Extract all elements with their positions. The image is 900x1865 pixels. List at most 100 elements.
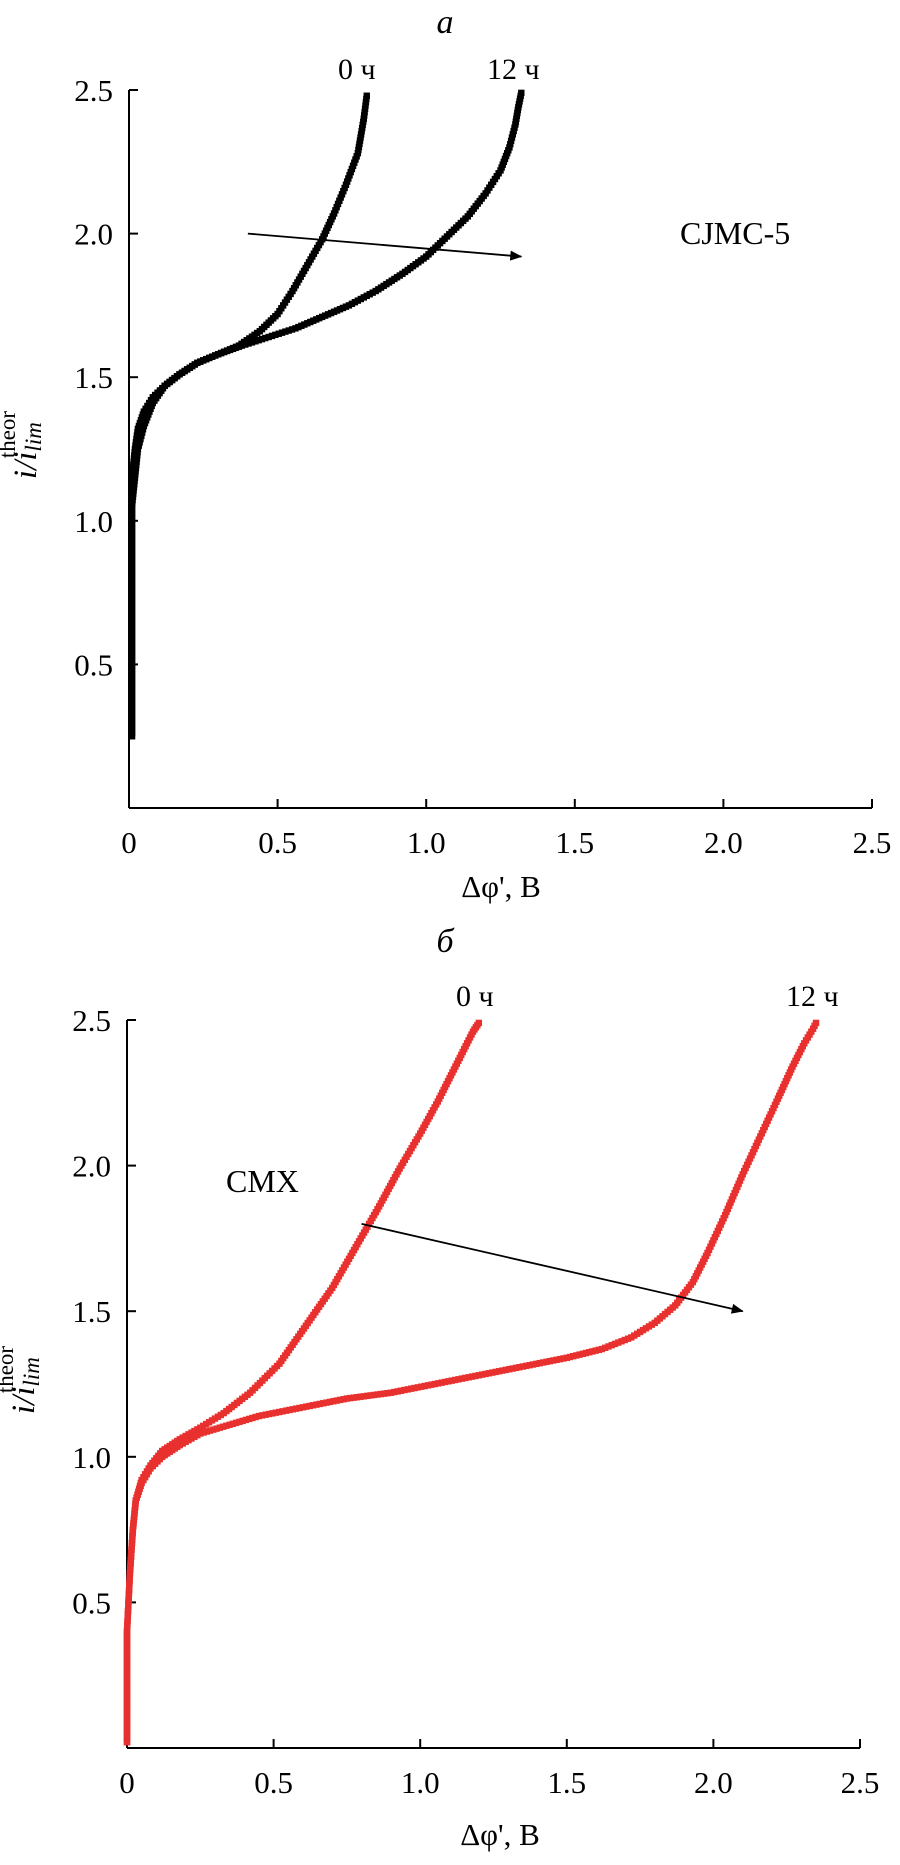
data-point <box>128 510 136 518</box>
data-point <box>130 1519 137 1527</box>
data-point <box>126 1570 134 1577</box>
data-point <box>363 95 370 103</box>
data-point <box>288 326 296 333</box>
data-point <box>128 660 136 667</box>
panel-b-ticks: 0 0.5 1.0 1.5 2.0 2.5 0.5 1.0 1.5 2.0 2.5 <box>72 1003 879 1800</box>
data-point <box>132 442 139 449</box>
data-point <box>131 1503 139 1511</box>
data-point <box>128 484 136 491</box>
data-point <box>611 1340 619 1348</box>
data-point <box>134 429 141 436</box>
data-point <box>138 432 145 440</box>
data-point <box>560 1355 567 1362</box>
data-point <box>242 341 249 348</box>
data-point <box>242 1416 250 1424</box>
data-point <box>282 1407 290 1414</box>
data-point <box>507 140 514 148</box>
data-point <box>495 1368 503 1375</box>
data-point <box>128 643 136 650</box>
data-point <box>550 1357 557 1364</box>
data-point <box>509 1365 516 1372</box>
data-point <box>128 679 136 687</box>
panel-a-ylabel-main: i/i <box>8 452 44 480</box>
data-point <box>125 1600 132 1608</box>
panel-a-letter: а <box>437 4 454 41</box>
data-point <box>123 1645 131 1652</box>
data-point <box>124 1621 131 1628</box>
data-point <box>123 1655 131 1663</box>
data-point <box>268 332 276 340</box>
panel-a-xtick-label: 2.5 <box>853 825 892 860</box>
data-point <box>129 1523 137 1530</box>
data-point <box>128 1549 135 1557</box>
data-point <box>451 1376 459 1384</box>
panel-b-membrane-label: CMX <box>226 1163 299 1199</box>
panel-a-ytick-label: 2.5 <box>74 73 113 108</box>
data-point <box>249 1414 256 1422</box>
data-point <box>275 330 282 337</box>
data-point <box>123 1732 131 1739</box>
data-point <box>350 1394 357 1401</box>
data-point <box>123 1702 131 1710</box>
data-point <box>128 524 136 531</box>
data-point <box>363 92 370 99</box>
panel-a-xtick-label: 1.0 <box>407 825 446 860</box>
data-point <box>357 1393 364 1400</box>
data-point <box>123 1683 131 1690</box>
data-point <box>316 1400 324 1408</box>
panel-a-xtick-label: 2.0 <box>704 825 743 860</box>
data-point <box>128 534 136 541</box>
data-point <box>124 1618 131 1625</box>
data-point <box>323 1399 330 1406</box>
data-point <box>553 1356 560 1364</box>
data-point <box>123 1722 131 1729</box>
data-point <box>213 1425 220 1432</box>
data-point <box>128 716 136 723</box>
data-point <box>128 580 136 587</box>
data-point <box>529 1361 537 1368</box>
data-point <box>125 1590 133 1598</box>
data-point <box>255 337 262 344</box>
data-point <box>128 540 136 548</box>
data-point <box>138 429 146 436</box>
data-point <box>128 497 136 505</box>
data-point <box>394 1388 401 1395</box>
data-point <box>361 105 369 113</box>
data-point <box>128 666 136 674</box>
data-point <box>509 131 517 138</box>
data-point <box>360 115 367 122</box>
data-point <box>128 491 136 498</box>
data-point <box>128 723 136 730</box>
panel-a-xlabel: Δφ', В <box>461 869 541 904</box>
data-point <box>424 1382 432 1389</box>
panel-a-series <box>128 89 525 740</box>
data-point <box>367 1392 374 1399</box>
data-point <box>605 1343 612 1350</box>
data-point <box>128 719 136 727</box>
data-point <box>265 1410 273 1418</box>
data-point <box>489 1369 496 1376</box>
data-point <box>128 706 136 713</box>
data-point <box>123 1669 131 1676</box>
data-point <box>618 1338 625 1345</box>
data-point <box>133 435 140 443</box>
data-point <box>292 1405 300 1412</box>
data-point <box>123 1719 131 1726</box>
panel-b-xtick-label: 0.5 <box>254 1765 293 1800</box>
data-point <box>128 670 136 677</box>
data-point <box>130 1513 138 1520</box>
data-point <box>330 1398 337 1405</box>
panel-a-xtick-label: 1.5 <box>555 825 594 860</box>
data-point <box>506 1366 513 1373</box>
data-point <box>128 527 136 534</box>
data-point <box>123 1628 131 1635</box>
panel-b-ytick-label: 1.0 <box>72 1440 111 1475</box>
data-point <box>129 1526 137 1533</box>
panel-a-ytick-label: 1.5 <box>74 360 113 395</box>
data-point <box>128 481 136 488</box>
panel-a-xtick-label: 0.5 <box>258 825 297 860</box>
data-point <box>128 570 136 578</box>
data-point <box>343 1395 351 1402</box>
data-point <box>511 124 518 131</box>
data-point <box>123 1642 131 1649</box>
